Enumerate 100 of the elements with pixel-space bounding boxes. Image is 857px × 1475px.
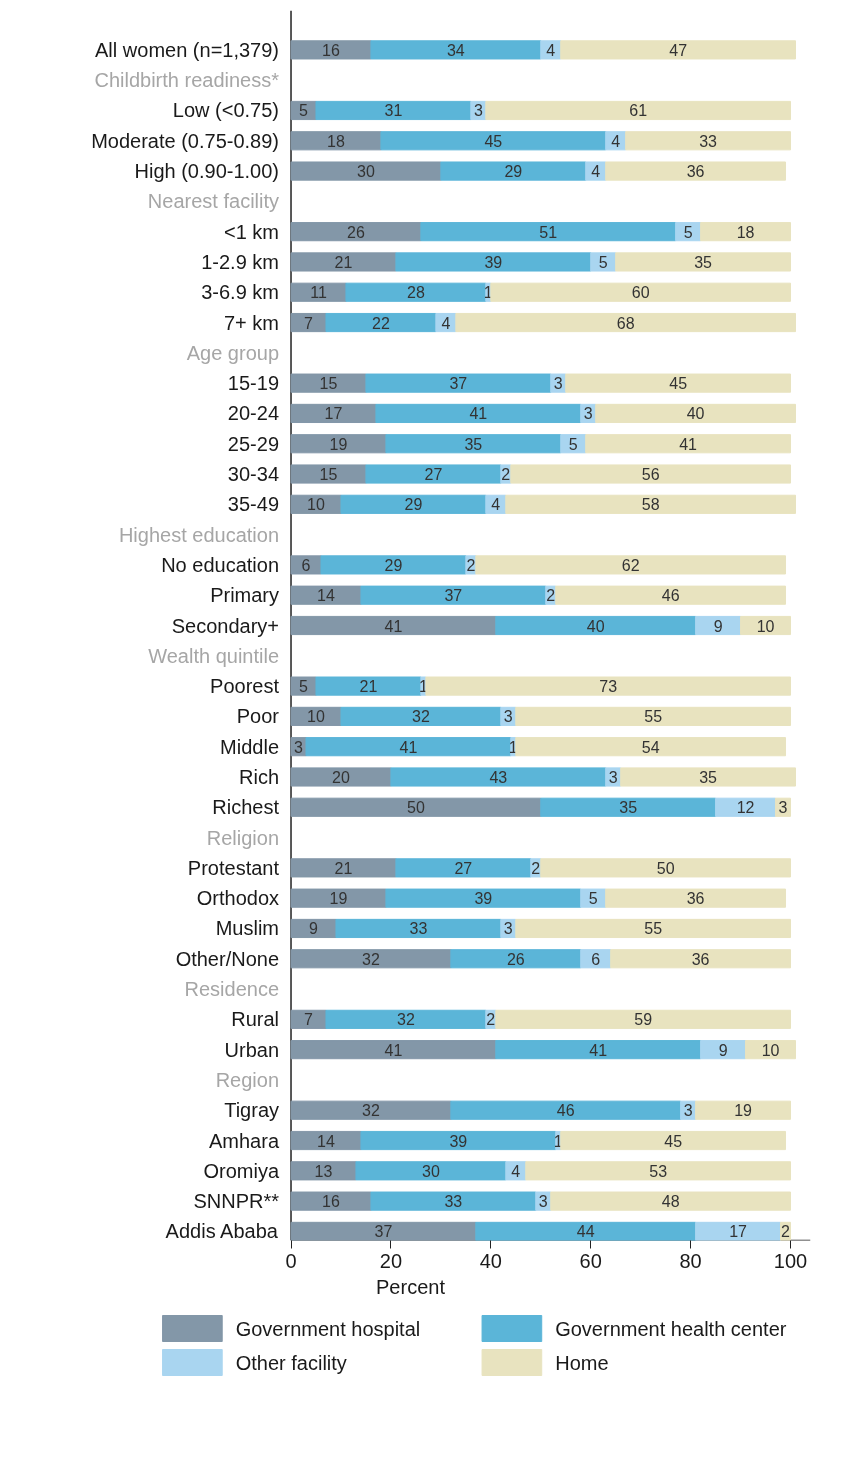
x-tick-label: 60 [579, 1249, 602, 1272]
bar [510, 464, 792, 484]
data-label: 73 [599, 678, 618, 696]
bar [395, 858, 532, 878]
bar [360, 585, 547, 605]
data-label: 37 [449, 375, 468, 393]
data-label: 37 [374, 1223, 393, 1241]
data-label: 3 [583, 405, 593, 423]
data-label: 41 [469, 405, 488, 423]
x-axis-title: Percent [376, 1275, 446, 1298]
bar [515, 706, 792, 726]
x-tick-label: 80 [679, 1249, 702, 1272]
data-label: 44 [576, 1223, 595, 1241]
y-tick-label: Primary [210, 584, 280, 607]
bar [625, 131, 792, 151]
bar [290, 767, 392, 787]
y-tick-label: Richest [212, 796, 280, 819]
data-label: 41 [384, 1041, 403, 1059]
bar [290, 312, 327, 333]
bar [695, 1100, 792, 1120]
data-label: 27 [424, 466, 443, 484]
bar [290, 1161, 357, 1181]
y-tick-label: Protestant [187, 856, 280, 879]
y-tick-label: 35-49 [227, 493, 280, 516]
bar [385, 434, 562, 454]
bar [440, 161, 587, 181]
bar [505, 494, 797, 514]
legend-label: Government health center [555, 1317, 787, 1340]
y-tick-label: Age group [186, 341, 280, 364]
y-tick-label: Nearest facility [147, 190, 280, 213]
data-label: 68 [616, 314, 635, 332]
legend-label: Other facility [235, 1351, 347, 1374]
data-label: 33 [444, 1193, 463, 1211]
data-label: 3 [538, 1193, 548, 1211]
y-tick-label: Orthodox [196, 887, 280, 910]
y-tick-label: High (0.90-1.00) [134, 160, 280, 183]
bar [290, 1191, 372, 1211]
bar [605, 161, 787, 181]
data-label: 5 [588, 890, 598, 908]
data-label: 40 [686, 405, 705, 423]
bar [515, 737, 787, 757]
bar [370, 40, 542, 60]
y-tick-label: Poor [236, 705, 280, 728]
bar [420, 222, 677, 242]
data-label: 2 [501, 466, 511, 484]
data-label: 7 [304, 1011, 314, 1029]
y-tick-label: Secondary+ [171, 614, 280, 637]
data-label: 3 [503, 920, 513, 938]
data-label: 40 [586, 617, 605, 635]
data-label: 18 [736, 223, 755, 241]
bar [290, 555, 322, 575]
bar [525, 1161, 792, 1181]
bar [540, 858, 792, 878]
data-label: 7 [304, 314, 314, 332]
data-label: 31 [384, 102, 403, 120]
bar [515, 918, 792, 939]
bar [595, 403, 797, 424]
data-label: 59 [634, 1011, 653, 1029]
bar [695, 1221, 782, 1241]
y-tick-label: Residence [184, 978, 280, 1001]
data-label: 19 [329, 890, 348, 908]
data-label: 22 [372, 314, 390, 332]
y-tick-label: SNNPR** [193, 1190, 280, 1213]
data-label: 32 [397, 1011, 415, 1029]
y-tick-label: 30-34 [227, 463, 280, 486]
data-label: 20 [332, 768, 350, 786]
data-label: 35 [694, 253, 713, 271]
data-label: 29 [504, 163, 523, 181]
data-label: 13 [314, 1162, 333, 1180]
data-label: 30 [421, 1162, 440, 1180]
data-label: 45 [484, 132, 503, 150]
bar [620, 767, 797, 787]
y-tick-label: 25-29 [227, 432, 280, 455]
data-label: 37 [444, 587, 463, 605]
data-label: 15 [319, 375, 338, 393]
data-label: 9 [713, 617, 723, 635]
data-label: 34 [446, 41, 465, 59]
data-label: 14 [317, 1132, 335, 1150]
data-label: 2 [781, 1223, 791, 1241]
data-label: 4 [511, 1162, 521, 1180]
data-label: 61 [629, 102, 648, 120]
data-label: 4 [491, 496, 501, 514]
y-tick-label: Low (<0.75) [172, 99, 280, 122]
data-label: 2 [546, 587, 556, 605]
bar [290, 888, 387, 908]
data-label: 27 [454, 859, 473, 877]
data-label: 5 [299, 102, 309, 120]
data-label: 9 [718, 1041, 728, 1059]
data-label: 4 [441, 314, 451, 332]
bar [345, 282, 487, 302]
data-label: 1 [483, 284, 493, 302]
bar [610, 949, 792, 969]
bar [290, 434, 387, 454]
data-label: 35 [464, 435, 483, 453]
data-label: 32 [411, 708, 430, 726]
data-label: 39 [474, 890, 493, 908]
data-label: 2 [486, 1011, 496, 1029]
y-tick-label: Other/None [175, 947, 280, 970]
bar [360, 1130, 557, 1151]
data-label: 53 [649, 1162, 668, 1180]
